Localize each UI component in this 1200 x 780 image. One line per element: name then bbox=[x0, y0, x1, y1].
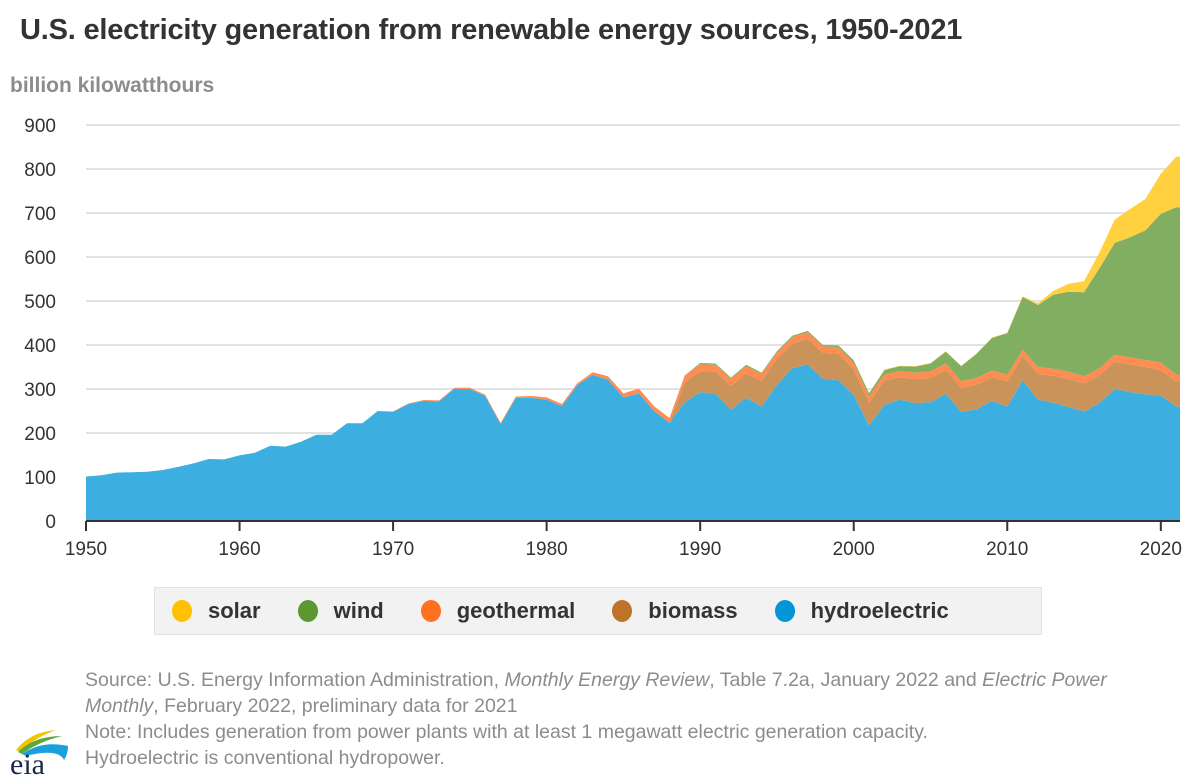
eia-logo: eia bbox=[10, 730, 68, 776]
y-axis-ticks: 0 100 200 300 400 500 600 700 800 900 bbox=[24, 116, 56, 533]
logo-swoosh-blue bbox=[22, 744, 68, 760]
x-tick-label-1970: 1970 bbox=[372, 539, 414, 560]
legend-swatch-geothermal bbox=[420, 600, 441, 622]
y-tick-label-500: 500 bbox=[24, 292, 56, 313]
area-series bbox=[86, 156, 1180, 521]
legend-swatch-hydroelectric bbox=[774, 600, 795, 622]
source-mid: , Table 7.2a, January 2022 and bbox=[709, 669, 983, 691]
legend-swatch-wind bbox=[297, 600, 318, 622]
source-suffix: , February 2022, preliminary data for 20… bbox=[153, 695, 518, 717]
note-line-1: Note: Includes generation from power pla… bbox=[85, 721, 928, 743]
source-publication-epm: Electric Power Monthly bbox=[85, 669, 1107, 717]
logo-swoosh-green bbox=[18, 736, 62, 754]
legend-item-hydroelectric[interactable]: hydroelectric bbox=[774, 598, 949, 624]
source-line: Source: U.S. Energy Information Administ… bbox=[85, 667, 1185, 719]
x-tick-label-2010: 2010 bbox=[986, 539, 1028, 560]
x-tick-label-2000: 2000 bbox=[833, 539, 875, 560]
y-tick-label-100: 100 bbox=[24, 468, 56, 489]
legend-swatch-biomass bbox=[612, 600, 633, 622]
stacked-area-chart: 0 100 200 300 400 500 600 700 800 900 1950 1960 197… bbox=[24, 116, 1182, 560]
legend-label-biomass: biomass bbox=[648, 598, 738, 623]
y-tick-label-0: 0 bbox=[45, 512, 56, 533]
legend: solar wind geothermal biomass hydroelect… bbox=[154, 587, 1042, 635]
logo-text: eia bbox=[10, 748, 45, 776]
legend-item-solar[interactable]: solar bbox=[172, 598, 261, 624]
y-tick-label-600: 600 bbox=[24, 248, 56, 269]
y-axis-unit-label: billion kilowatthours bbox=[10, 74, 215, 97]
chart-title: U.S. electricity generation from renewab… bbox=[20, 14, 963, 46]
x-tick-label-1990: 1990 bbox=[679, 539, 721, 560]
y-tick-label-900: 900 bbox=[24, 116, 56, 137]
x-tick-label-2020: 2020 bbox=[1140, 539, 1182, 560]
legend-label-solar: solar bbox=[208, 598, 261, 623]
x-axis: 1950 1960 1970 1980 1990 2000 2010 2020 bbox=[65, 520, 1182, 560]
legend-label-wind: wind bbox=[333, 598, 384, 623]
x-tick-label-1980: 1980 bbox=[525, 539, 567, 560]
y-tick-label-300: 300 bbox=[24, 380, 56, 401]
x-tick-label-1960: 1960 bbox=[218, 539, 260, 560]
legend-item-biomass[interactable]: biomass bbox=[612, 598, 738, 624]
area-hydroelectric bbox=[86, 364, 1180, 521]
y-tick-label-700: 700 bbox=[24, 204, 56, 225]
source-prefix: Source: U.S. Energy Information Administ… bbox=[85, 669, 505, 691]
y-tick-label-800: 800 bbox=[24, 160, 56, 181]
y-tick-label-400: 400 bbox=[24, 336, 56, 357]
source-note: Source: U.S. Energy Information Administ… bbox=[85, 667, 1185, 771]
x-tick-label-1950: 1950 bbox=[65, 539, 107, 560]
source-publication-mer: Monthly Energy Review bbox=[504, 669, 710, 691]
legend-label-geothermal: geothermal bbox=[456, 598, 576, 623]
area-biomass bbox=[86, 338, 1180, 477]
y-tick-label-200: 200 bbox=[24, 424, 56, 445]
legend-swatch-solar bbox=[172, 600, 192, 622]
legend-label-hydroelectric: hydroelectric bbox=[810, 598, 949, 623]
legend-item-geothermal[interactable]: geothermal bbox=[420, 598, 576, 624]
note-line-2: Hydroelectric is conventional hydropower… bbox=[85, 747, 445, 769]
legend-item-wind[interactable]: wind bbox=[297, 598, 384, 624]
